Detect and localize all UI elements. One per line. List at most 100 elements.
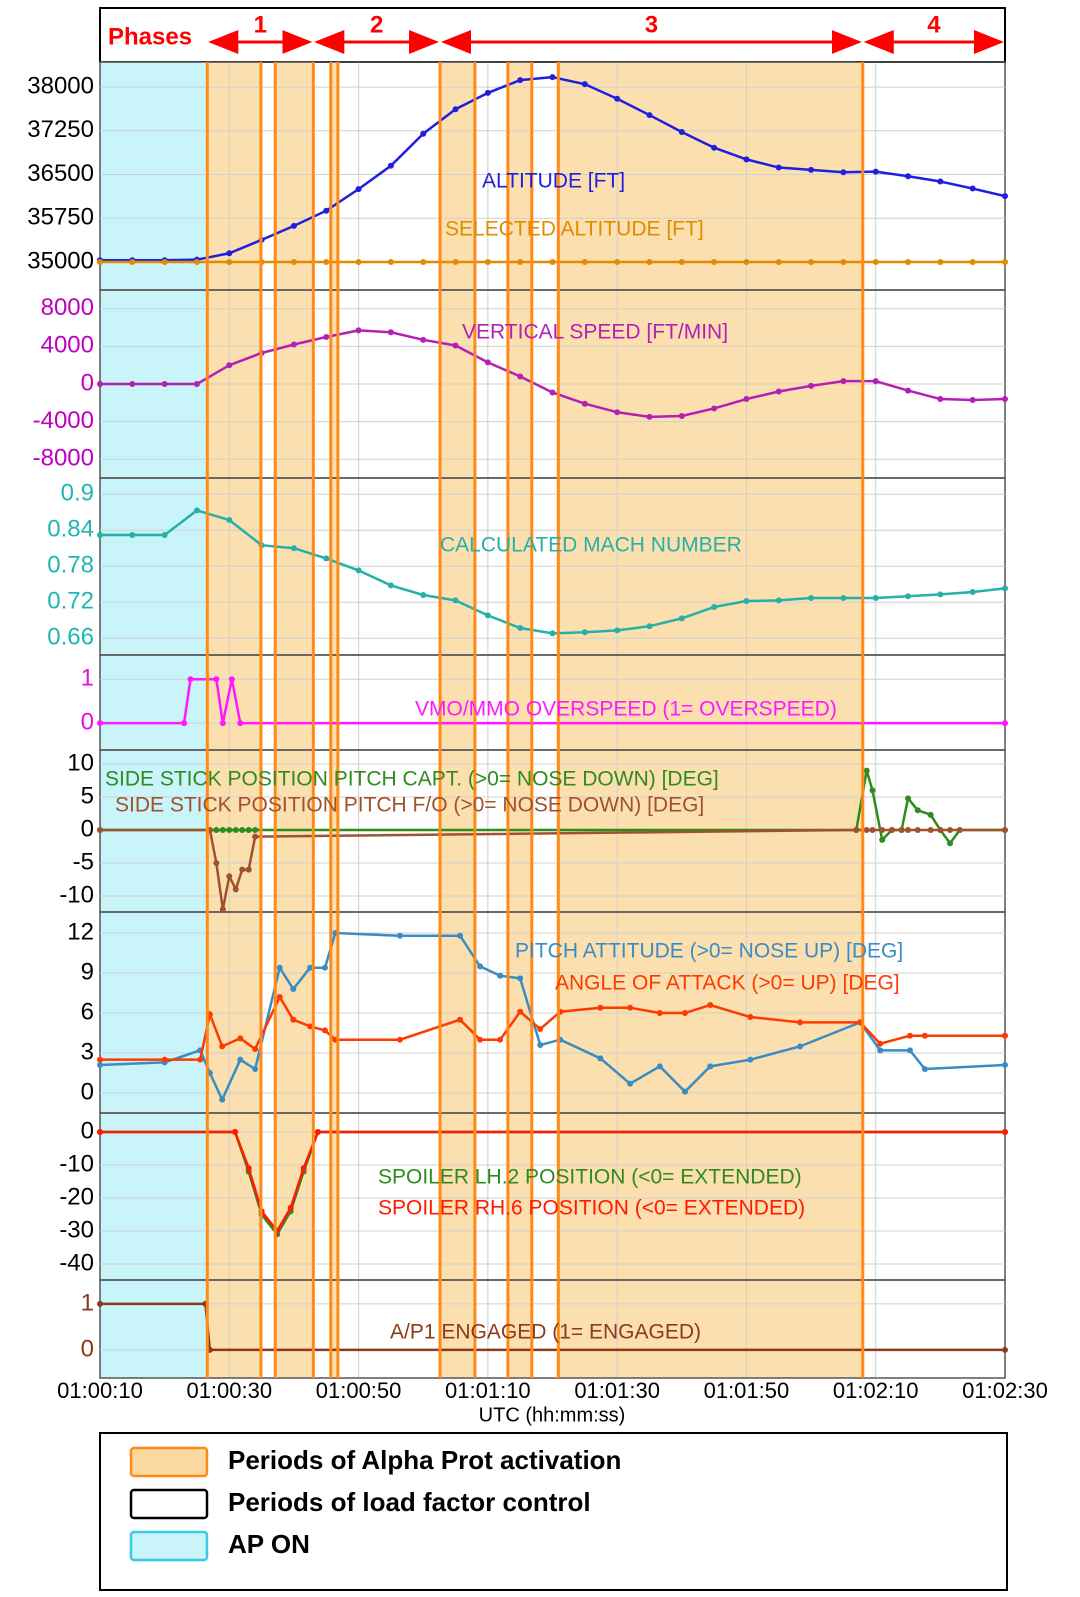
- data-point: [646, 623, 653, 630]
- y-tick-label: 1: [81, 1289, 94, 1316]
- data-point: [840, 169, 847, 176]
- y-tick-label: -10: [59, 1150, 94, 1177]
- data-point: [905, 795, 912, 802]
- alpha-prot-region: [330, 62, 338, 1378]
- data-point: [252, 1066, 259, 1073]
- x-tick-label: 01:00:30: [186, 1378, 272, 1403]
- y-tick-label: 5: [81, 782, 94, 809]
- data-point: [97, 720, 103, 727]
- data-point: [290, 341, 297, 348]
- data-point: [323, 334, 330, 340]
- data-point: [226, 827, 233, 834]
- y-tick-label: 9: [81, 958, 94, 985]
- y-tick-label: 0: [81, 815, 94, 842]
- data-point: [1002, 1346, 1008, 1353]
- data-point: [226, 362, 233, 369]
- data-point: [581, 259, 588, 266]
- data-point: [97, 1300, 103, 1307]
- data-point: [927, 827, 934, 834]
- data-point: [321, 1027, 328, 1034]
- data-point: [276, 964, 283, 971]
- y-tick-label: 38000: [27, 72, 94, 99]
- data-point: [597, 1004, 604, 1011]
- data-point: [228, 676, 235, 683]
- data-point: [775, 597, 782, 604]
- data-point: [497, 1036, 504, 1043]
- data-point: [627, 1004, 634, 1011]
- data-point: [956, 827, 963, 834]
- data-point: [477, 963, 484, 970]
- data-point: [187, 676, 194, 683]
- data-point: [314, 1129, 321, 1136]
- x-tick-label: 01:02:30: [962, 1378, 1048, 1403]
- legend-label: Periods of load factor control: [228, 1487, 591, 1517]
- data-point: [420, 336, 427, 343]
- data-point: [678, 412, 685, 419]
- alpha-prot-region: [207, 62, 261, 1378]
- data-point: [396, 1036, 403, 1043]
- data-point: [197, 1056, 204, 1063]
- data-point: [1002, 827, 1008, 834]
- data-point: [355, 567, 362, 574]
- data-point: [537, 1042, 544, 1049]
- data-point: [747, 1014, 754, 1021]
- y-tick-label: 0.9: [61, 480, 94, 507]
- x-axis-label: UTC (hh:mm:ss): [479, 1404, 626, 1426]
- y-tick-label: 4000: [41, 332, 94, 359]
- data-point: [877, 1040, 884, 1047]
- data-point: [213, 676, 220, 683]
- label-layer: ALTITUDE [FT] SELECTED ALTITUDE [FT] VERTI…: [105, 170, 903, 1344]
- data-point: [245, 827, 252, 834]
- phases-title: Phases: [108, 23, 192, 50]
- phase-label: 3: [645, 11, 658, 38]
- data-point: [387, 259, 394, 266]
- data-point: [747, 1056, 754, 1063]
- data-point: [646, 413, 653, 420]
- y-tick-label: 35000: [27, 247, 94, 274]
- y-tick-label: -20: [59, 1183, 94, 1210]
- y-tick-label: 8000: [41, 294, 94, 321]
- data-point: [711, 144, 718, 151]
- data-point: [517, 975, 524, 982]
- data-point: [97, 1056, 103, 1063]
- x-tick-label: 01:01:50: [704, 1378, 790, 1403]
- y-tick-label: 0.84: [47, 516, 94, 543]
- data-point: [906, 1032, 913, 1039]
- data-point: [678, 615, 685, 622]
- data-point: [193, 507, 200, 514]
- data-point: [646, 259, 653, 266]
- data-point: [853, 827, 860, 834]
- data-point: [517, 625, 524, 631]
- data-point: [420, 259, 427, 266]
- y-tick-label: -8000: [33, 445, 94, 472]
- data-point: [287, 1204, 294, 1211]
- data-point: [937, 259, 944, 266]
- data-point: [775, 164, 782, 171]
- data-point: [898, 827, 905, 834]
- data-point: [387, 162, 394, 169]
- data-point: [290, 1016, 297, 1023]
- x-tick-label: 01:02:10: [833, 1378, 919, 1403]
- data-point: [97, 827, 103, 834]
- legend-swatch: [129, 1530, 209, 1562]
- data-point: [97, 381, 103, 387]
- data-point: [656, 1010, 663, 1017]
- data-point: [869, 827, 876, 834]
- data-point: [226, 873, 233, 880]
- data-point: [307, 964, 314, 971]
- data-point: [872, 259, 879, 266]
- data-point: [614, 409, 621, 416]
- y-tick-label: 36500: [27, 160, 94, 187]
- data-point: [872, 378, 879, 385]
- data-point: [937, 178, 944, 185]
- data-point: [226, 250, 233, 257]
- data-point: [252, 1046, 259, 1053]
- data-point: [743, 598, 750, 604]
- phase-label: 2: [370, 11, 383, 38]
- data-point: [452, 259, 459, 266]
- data-point: [245, 1165, 252, 1172]
- data-point: [232, 886, 239, 893]
- data-point: [711, 405, 718, 412]
- data-point: [497, 972, 504, 979]
- data-point: [226, 259, 233, 266]
